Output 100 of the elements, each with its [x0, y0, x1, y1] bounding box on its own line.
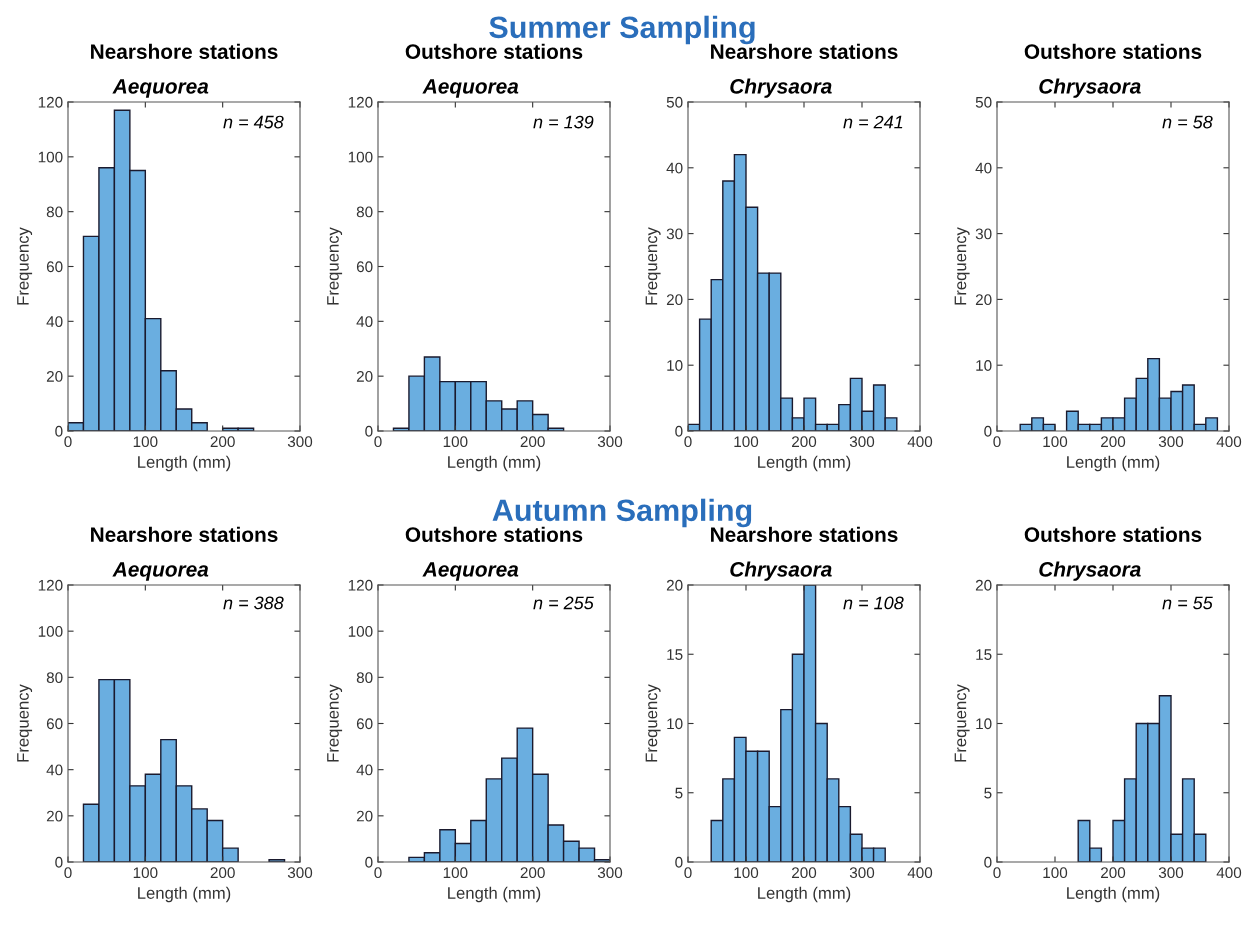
x-tick-label: 200 — [520, 436, 545, 448]
chart-subtitle: Chrysaora — [730, 78, 832, 98]
annotation: n = 139 — [533, 115, 594, 129]
y-tick-label: 120 — [348, 96, 373, 108]
chart-title: Outshore stations — [1024, 526, 1202, 542]
y-tick-label: 20 — [666, 294, 683, 306]
y-tick-label: 20 — [356, 371, 373, 382]
y-tick-label: 50 — [666, 96, 683, 108]
x-tick-label: 400 — [907, 436, 933, 448]
y-tick-label: 100 — [348, 151, 373, 163]
y-tick-label: 0 — [675, 856, 683, 868]
x-tick-label: 0 — [374, 436, 382, 448]
y-tick-label: 30 — [975, 228, 992, 240]
y-tick-label: 0 — [984, 425, 992, 437]
x-tick-label: 400 — [1216, 436, 1242, 448]
y-tick-label: 5 — [675, 787, 683, 799]
x-axis-title: Length (mm) — [138, 455, 231, 472]
x-tick-label: 100 — [133, 867, 158, 879]
y-tick-label: 40 — [975, 162, 992, 174]
x-tick-label: 100 — [133, 436, 158, 448]
x-axis-title: Length (mm) — [1067, 886, 1160, 903]
y-tick-label: 80 — [356, 206, 373, 218]
y-tick-label: 0 — [984, 856, 992, 868]
x-axis-title: Length (mm) — [1067, 455, 1160, 472]
y-tick-label: 60 — [356, 718, 373, 730]
y-tick-label: 120 — [38, 579, 63, 591]
y-tick-label: 100 — [38, 151, 63, 163]
x-tick-label: 300 — [287, 436, 313, 448]
x-tick-label: 300 — [1158, 436, 1184, 448]
x-axis-title: Length (mm) — [758, 455, 851, 472]
y-tick-label: 0 — [55, 425, 63, 437]
x-tick-label: 300 — [849, 436, 875, 448]
x-tick-label: 300 — [287, 867, 313, 879]
x-tick-label: 300 — [597, 867, 623, 879]
y-tick-label: 20 — [975, 579, 992, 591]
y-axis-title: Frequency — [17, 227, 33, 305]
y-tick-label: 0 — [365, 856, 373, 868]
x-tick-label: 300 — [597, 436, 623, 448]
x-tick-label: 100 — [1043, 436, 1068, 448]
chart-subtitle: Chrysaora — [1039, 561, 1141, 581]
y-tick-label: 80 — [46, 672, 63, 684]
y-tick-label: 15 — [976, 649, 992, 660]
y-tick-label: 40 — [46, 764, 63, 776]
y-tick-label: 60 — [46, 718, 63, 730]
x-tick-label: 200 — [520, 867, 545, 879]
x-tick-label: 200 — [210, 867, 235, 879]
y-tick-label: 0 — [365, 425, 373, 437]
y-axis-title: Frequency — [17, 684, 33, 762]
y-tick-label: 5 — [984, 787, 992, 799]
y-tick-label: 40 — [356, 764, 373, 776]
x-tick-label: 100 — [443, 436, 468, 448]
y-tick-label: 20 — [356, 810, 373, 822]
x-tick-label: 0 — [684, 867, 692, 879]
chart-subtitle: Aequorea — [112, 562, 209, 581]
x-tick-label: 400 — [907, 867, 933, 879]
y-tick-label: 40 — [356, 316, 373, 328]
chart-title: Outshore stations — [405, 43, 583, 59]
x-tick-label: 400 — [1216, 867, 1242, 879]
x-tick-label: 0 — [64, 436, 72, 448]
x-tick-label: 200 — [792, 867, 817, 879]
x-tick-label: 100 — [734, 436, 759, 448]
chart-title: Outshore stations — [1024, 43, 1202, 59]
x-tick-label: 0 — [374, 867, 382, 879]
y-tick-label: 0 — [675, 425, 683, 437]
x-tick-label: 200 — [210, 436, 235, 448]
chart-subtitle: Aequorea — [422, 79, 519, 98]
chart-title: Outshore stations — [405, 526, 583, 542]
y-tick-label: 40 — [666, 162, 683, 174]
x-tick-label: 200 — [1101, 436, 1126, 448]
x-tick-label: 0 — [993, 867, 1001, 879]
y-tick-label: 80 — [356, 672, 373, 684]
y-axis-title: Frequency — [327, 684, 343, 762]
y-tick-label: 10 — [667, 360, 683, 371]
annotation: n = 388 — [223, 596, 284, 610]
y-axis-title: Frequency — [645, 227, 661, 305]
chart-title: Nearshore stations — [91, 43, 278, 59]
y-tick-label: 50 — [975, 96, 992, 108]
y-axis-title: Frequency — [954, 227, 970, 305]
x-axis-title: Length (mm) — [758, 886, 851, 903]
x-tick-label: 300 — [1158, 867, 1184, 879]
y-tick-label: 40 — [46, 316, 63, 328]
x-tick-label: 100 — [734, 867, 759, 879]
y-tick-label: 60 — [46, 261, 63, 273]
x-tick-label: 0 — [993, 436, 1001, 448]
y-tick-label: 120 — [38, 96, 63, 108]
annotation: n = 55 — [1162, 596, 1213, 610]
annotation: n = 108 — [843, 596, 904, 610]
annotation: n = 255 — [533, 596, 594, 610]
chart-subtitle: Chrysaora — [1039, 78, 1141, 98]
y-tick-label: 120 — [348, 579, 373, 591]
y-tick-label: 10 — [976, 360, 992, 371]
x-tick-label: 0 — [64, 867, 72, 879]
y-tick-label: 0 — [55, 856, 63, 868]
annotation: n = 58 — [1162, 115, 1213, 129]
x-tick-label: 100 — [443, 867, 468, 879]
x-axis-title: Length (mm) — [448, 886, 541, 903]
y-tick-label: 100 — [348, 626, 373, 637]
x-tick-label: 300 — [849, 867, 875, 879]
y-tick-label: 15 — [667, 649, 683, 660]
annotation: n = 241 — [843, 115, 903, 129]
